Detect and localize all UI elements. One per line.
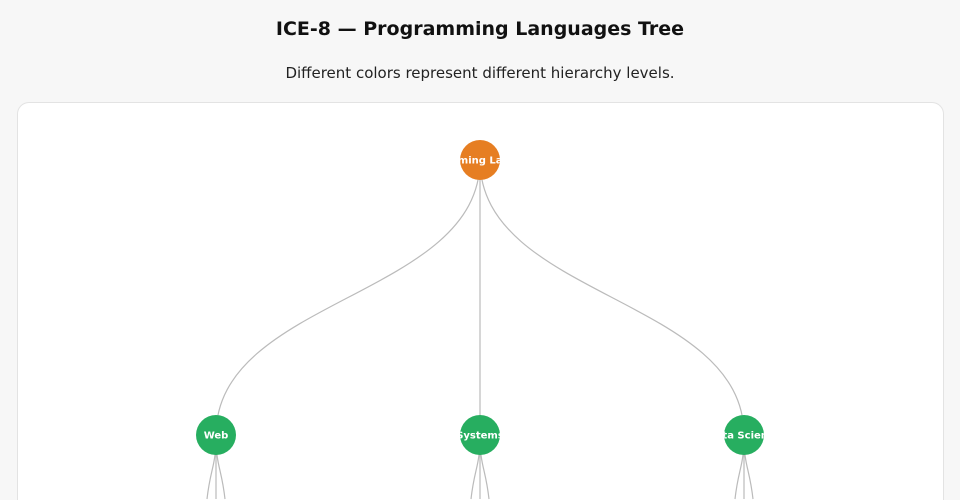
tree-node[interactable]: Programming Languages	[409, 140, 550, 180]
node-circle[interactable]	[724, 415, 764, 455]
page-subtitle: Different colors represent different hie…	[285, 64, 675, 82]
node-label: Systems	[456, 431, 504, 442]
page-title: ICE-8 — Programming Languages Tree	[275, 18, 685, 40]
tree-edge	[479, 159, 745, 436]
node-label: Web	[204, 431, 229, 442]
node-circle[interactable]	[196, 415, 236, 455]
tree-node[interactable]: Systems	[456, 415, 504, 455]
tree-node[interactable]: Data Science	[707, 415, 780, 455]
nodes: Web Systems Data Science Programming Langua…	[196, 140, 780, 455]
node-label: Programming Languages	[409, 156, 550, 167]
node-circle[interactable]	[460, 140, 500, 180]
tree-node[interactable]: Web	[196, 415, 236, 455]
tree-edge	[215, 159, 481, 436]
node-circle[interactable]	[460, 415, 500, 455]
node-label: Data Science	[707, 431, 780, 442]
